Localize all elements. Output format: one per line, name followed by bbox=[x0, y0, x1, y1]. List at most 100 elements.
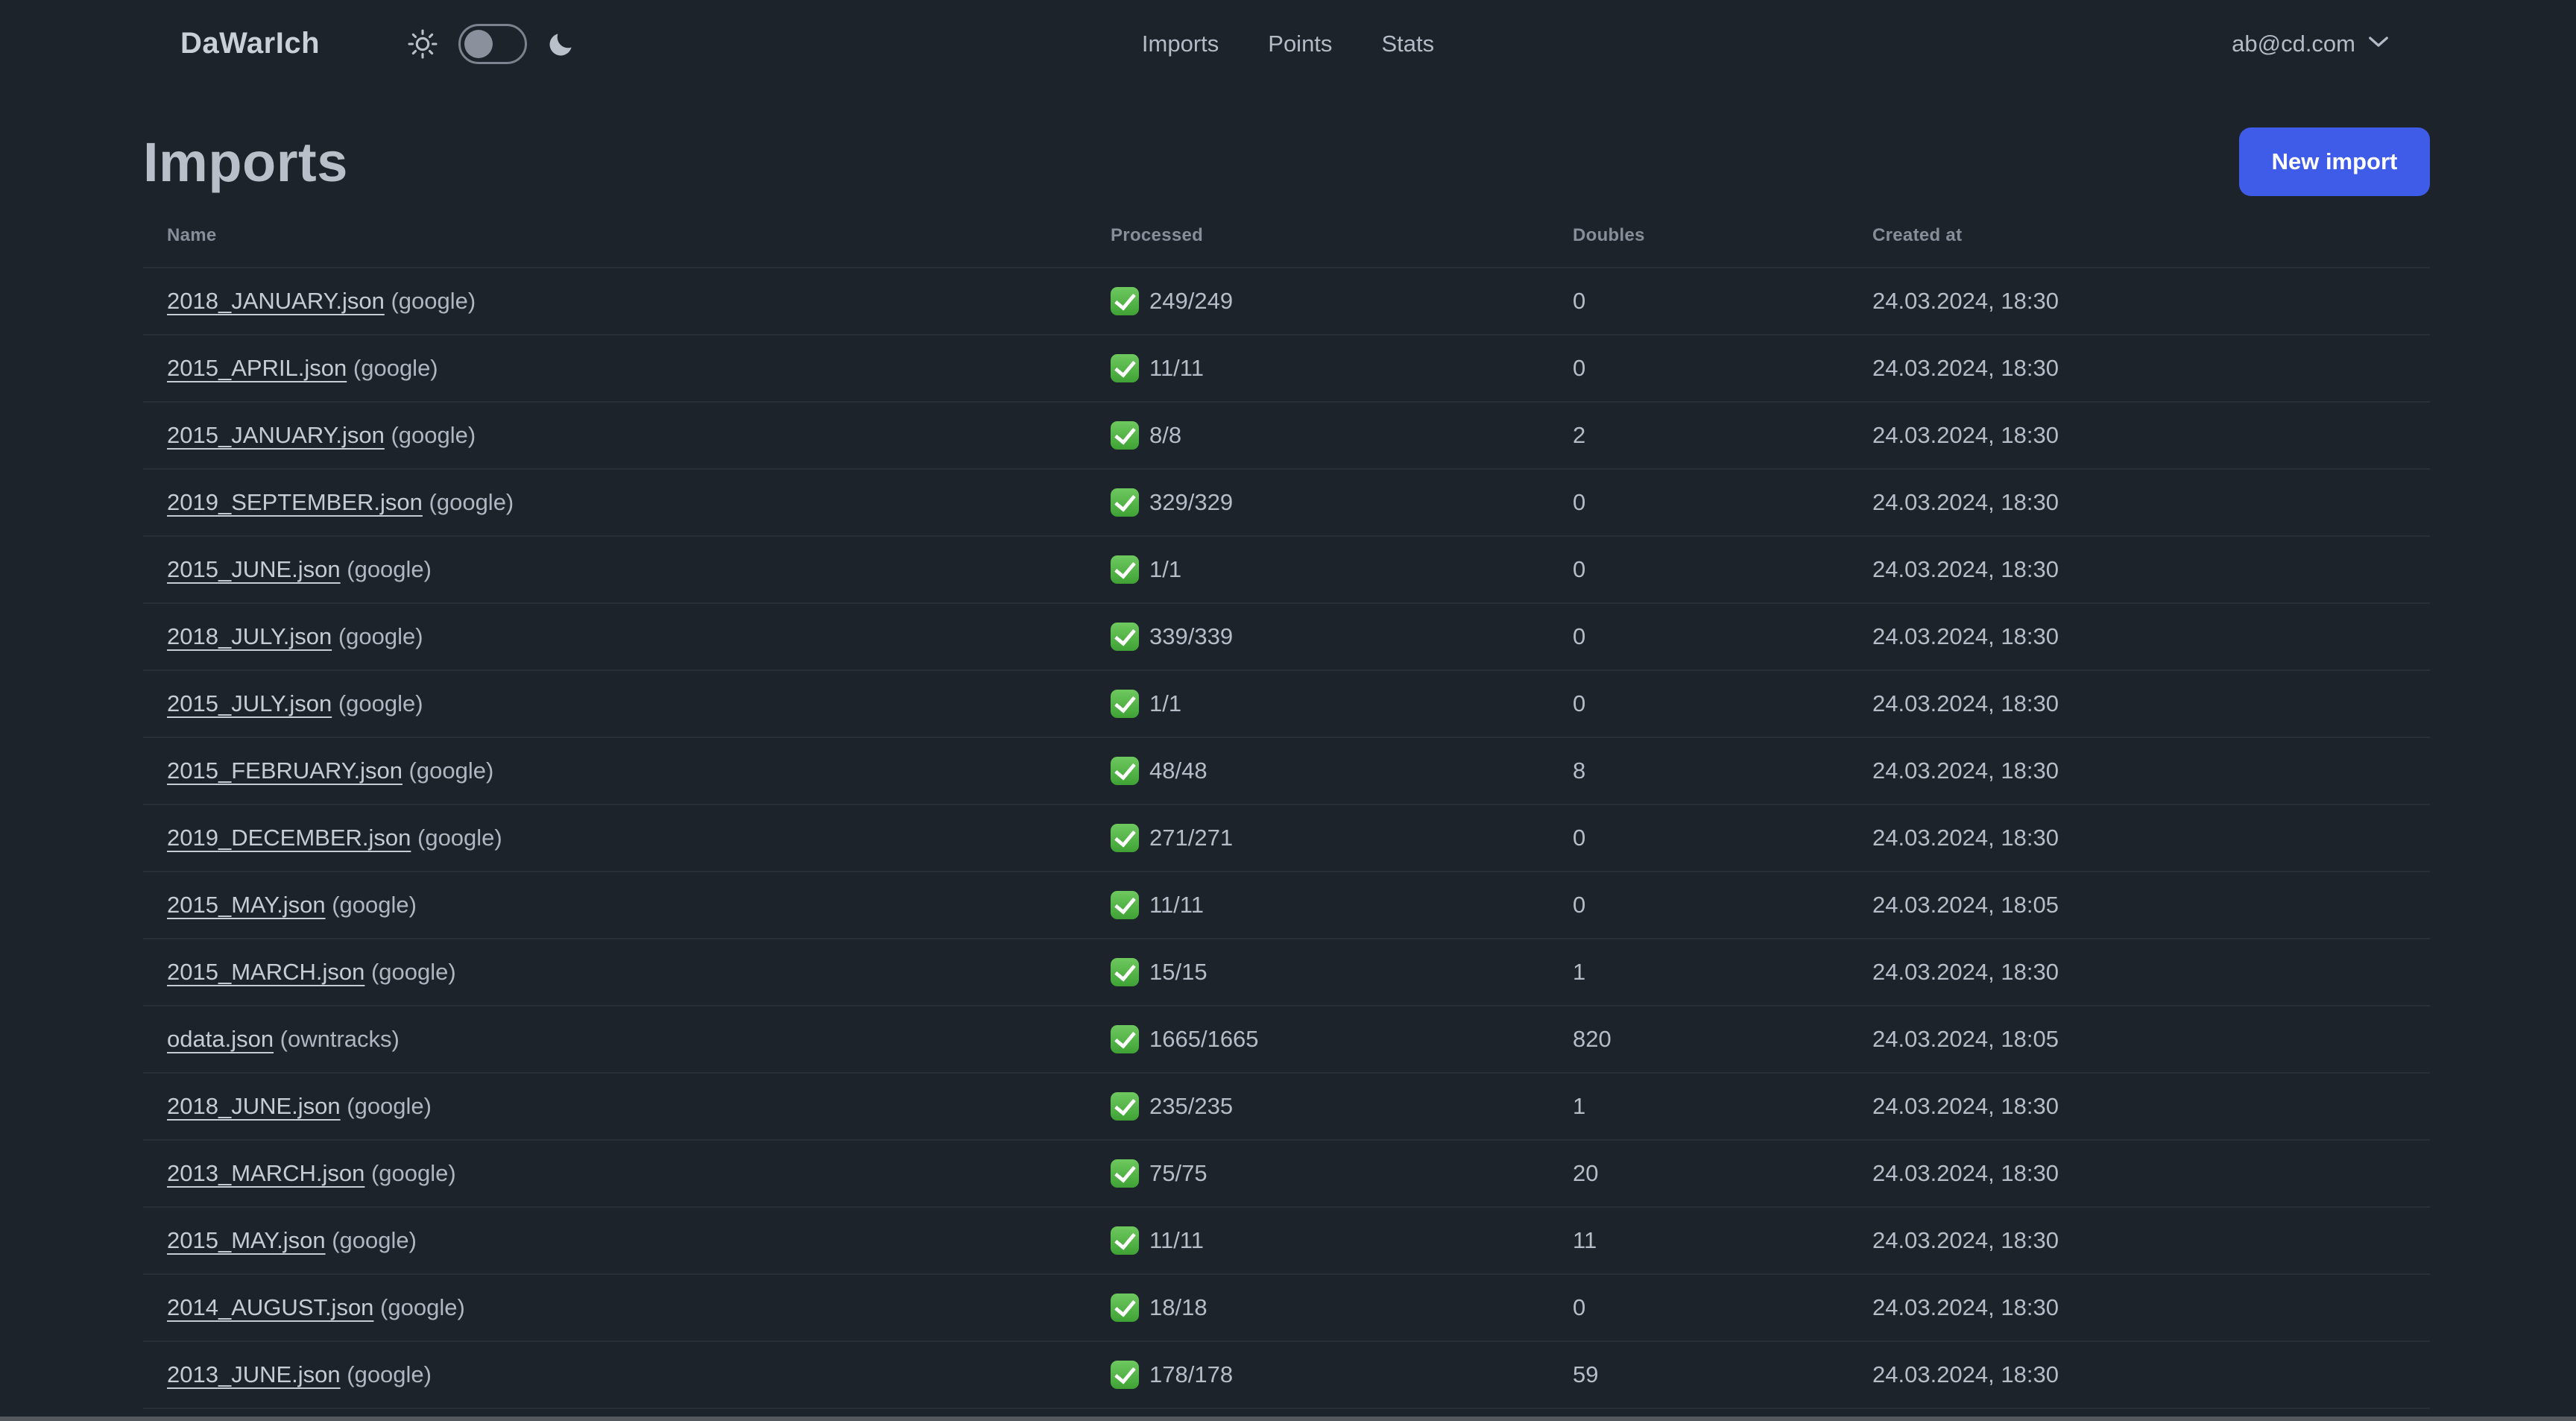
doubles-cell: 0 bbox=[1573, 355, 1586, 381]
moon-icon bbox=[546, 29, 576, 59]
import-file-link[interactable]: 2015_MAY.json bbox=[167, 892, 326, 918]
processed-count: 18/18 bbox=[1149, 1294, 1208, 1320]
column-header-name: Name bbox=[167, 224, 217, 245]
import-file-link[interactable]: 2019_SEPTEMBER.json bbox=[167, 489, 423, 515]
processed-count: 75/75 bbox=[1149, 1160, 1208, 1186]
table-row: 2015_MAY.json (google) 11/11 11 24.03.2024,… bbox=[143, 1206, 2430, 1273]
column-header-created-at: Created at bbox=[1872, 224, 1963, 245]
main-nav: Imports Points Stats bbox=[1142, 31, 1434, 57]
processed-cell: 329/329 bbox=[1111, 488, 1573, 517]
doubles-cell: 0 bbox=[1573, 556, 1586, 582]
success-check-icon bbox=[1111, 1361, 1139, 1389]
theme-toggle[interactable] bbox=[458, 23, 528, 64]
import-file-link[interactable]: 2015_JANUARY.json bbox=[167, 422, 385, 448]
import-name-cell: 2013_JUNE.json (google) bbox=[167, 1361, 1111, 1388]
table-row: 2013_JUNE.json (google) 178/178 59 24.03.20… bbox=[143, 1340, 2430, 1408]
success-check-icon bbox=[1111, 1025, 1139, 1053]
import-file-link[interactable]: 2018_JANUARY.json bbox=[167, 288, 385, 314]
created-at-cell: 24.03.2024, 18:30 bbox=[1872, 1294, 2059, 1320]
theme-toggle-knob bbox=[464, 29, 493, 58]
processed-cell: 1/1 bbox=[1111, 690, 1573, 718]
import-source-label: (google) bbox=[347, 355, 438, 381]
processed-count: 249/249 bbox=[1149, 288, 1234, 314]
table-row: 2019_SEPTEMBER.json (google) 329/329 0 24.0… bbox=[143, 468, 2430, 535]
import-name-cell: odata.json (owntracks) bbox=[167, 1026, 1111, 1053]
bottom-edge-strip bbox=[0, 1417, 2576, 1421]
import-file-link[interactable]: 2018_JUNE.json bbox=[167, 1093, 341, 1119]
doubles-cell: 59 bbox=[1573, 1361, 1599, 1387]
import-name-cell: 2015_JUNE.json (google) bbox=[167, 556, 1111, 583]
import-file-link[interactable]: 2013_MARCH.json bbox=[167, 1160, 365, 1186]
nav-item-stats[interactable]: Stats bbox=[1381, 30, 1435, 57]
table-row: 2015_JULY.json (google) 1/1 0 24.03.2024, 1… bbox=[143, 669, 2430, 737]
new-import-button[interactable]: New import bbox=[2239, 127, 2430, 196]
import-source-label: (google) bbox=[373, 1294, 465, 1320]
processed-cell: 15/15 bbox=[1111, 958, 1573, 986]
import-file-link[interactable]: odata.json bbox=[167, 1026, 274, 1052]
table-header-row: Name Processed Doubles Created at bbox=[143, 204, 2430, 267]
processed-cell: 18/18 bbox=[1111, 1294, 1573, 1322]
import-source-label: (google) bbox=[340, 1361, 432, 1387]
processed-cell: 249/249 bbox=[1111, 287, 1573, 315]
processed-count: 11/11 bbox=[1149, 1227, 1204, 1253]
import-file-link[interactable]: 2015_APRIL.json bbox=[167, 355, 347, 381]
import-name-cell: 2015_MAY.json (google) bbox=[167, 1227, 1111, 1254]
created-at-cell: 24.03.2024, 18:05 bbox=[1872, 1026, 2059, 1052]
success-check-icon bbox=[1111, 421, 1139, 450]
created-at-cell: 24.03.2024, 18:30 bbox=[1872, 757, 2059, 784]
table-row: 2018_JUNE.json (google) 235/235 1 24.03.202… bbox=[143, 1072, 2430, 1139]
account-menu[interactable]: ab@cd.com bbox=[2232, 31, 2390, 57]
doubles-cell: 8 bbox=[1573, 757, 1586, 784]
brand-logo[interactable]: DaWarIch bbox=[180, 27, 321, 60]
created-at-cell: 24.03.2024, 18:30 bbox=[1872, 1227, 2059, 1253]
import-source-label: (google) bbox=[402, 757, 494, 784]
import-file-link[interactable]: 2015_MAY.json bbox=[167, 1227, 326, 1253]
doubles-cell: 0 bbox=[1573, 489, 1586, 515]
nav-item-points[interactable]: Points bbox=[1268, 30, 1333, 57]
import-file-link[interactable]: 2015_JUNE.json bbox=[167, 556, 341, 582]
import-name-cell: 2019_DECEMBER.json (google) bbox=[167, 825, 1111, 851]
import-file-link[interactable]: 2013_JUNE.json bbox=[167, 1361, 341, 1387]
import-file-link[interactable]: 2015_MARCH.json bbox=[167, 959, 365, 985]
table-row: 2015_FEBRUARY.json (google) 48/48 8 24.03.2… bbox=[143, 737, 2430, 804]
doubles-cell: 0 bbox=[1573, 1294, 1586, 1320]
table-row: 2018_JULY.json (google) 339/339 0 24.03.202… bbox=[143, 602, 2430, 669]
created-at-cell: 24.03.2024, 18:30 bbox=[1872, 959, 2059, 985]
success-check-icon bbox=[1111, 824, 1139, 852]
created-at-cell: 24.03.2024, 18:30 bbox=[1872, 623, 2059, 649]
import-name-cell: 2015_JANUARY.json (google) bbox=[167, 422, 1111, 449]
created-at-cell: 24.03.2024, 18:30 bbox=[1872, 1160, 2059, 1186]
doubles-cell: 0 bbox=[1573, 825, 1586, 851]
processed-count: 11/11 bbox=[1149, 892, 1204, 918]
processed-count: 178/178 bbox=[1149, 1361, 1234, 1387]
processed-count: 15/15 bbox=[1149, 959, 1208, 985]
import-source-label: (google) bbox=[364, 1160, 456, 1186]
import-name-cell: 2015_APRIL.json (google) bbox=[167, 355, 1111, 382]
import-source-label: (google) bbox=[340, 556, 432, 582]
import-file-link[interactable]: 2018_JULY.json bbox=[167, 623, 332, 649]
table-row: 2015_JANUARY.json (google) 8/8 2 24.03.2024… bbox=[143, 401, 2430, 468]
import-file-link[interactable]: 2014_AUGUST.json bbox=[167, 1294, 374, 1320]
import-name-cell: 2015_MAY.json (google) bbox=[167, 892, 1111, 919]
column-header-processed: Processed bbox=[1111, 224, 1204, 245]
created-at-cell: 24.03.2024, 18:30 bbox=[1872, 355, 2059, 381]
doubles-cell: 1 bbox=[1573, 1093, 1586, 1119]
nav-item-imports[interactable]: Imports bbox=[1141, 30, 1219, 57]
success-check-icon bbox=[1111, 287, 1139, 315]
created-at-cell: 24.03.2024, 18:30 bbox=[1872, 1093, 2059, 1119]
table-row: 2015_JUNE.json (google) 1/1 0 24.03.2024, 1… bbox=[143, 535, 2430, 602]
sun-icon bbox=[406, 28, 439, 60]
created-at-cell: 24.03.2024, 18:30 bbox=[1872, 825, 2059, 851]
import-name-cell: 2014_AUGUST.json (google) bbox=[167, 1294, 1111, 1321]
created-at-cell: 24.03.2024, 18:30 bbox=[1872, 556, 2059, 582]
processed-cell: 235/235 bbox=[1111, 1092, 1573, 1121]
import-file-link[interactable]: 2019_DECEMBER.json bbox=[167, 825, 411, 851]
processed-count: 1/1 bbox=[1149, 556, 1182, 582]
import-source-label: (google) bbox=[332, 623, 423, 649]
processed-cell: 1665/1665 bbox=[1111, 1025, 1573, 1053]
success-check-icon bbox=[1111, 757, 1139, 785]
import-name-cell: 2018_JANUARY.json (google) bbox=[167, 288, 1111, 315]
import-source-label: (google) bbox=[340, 1093, 432, 1119]
import-file-link[interactable]: 2015_JULY.json bbox=[167, 690, 332, 716]
import-file-link[interactable]: 2015_FEBRUARY.json bbox=[167, 757, 402, 784]
